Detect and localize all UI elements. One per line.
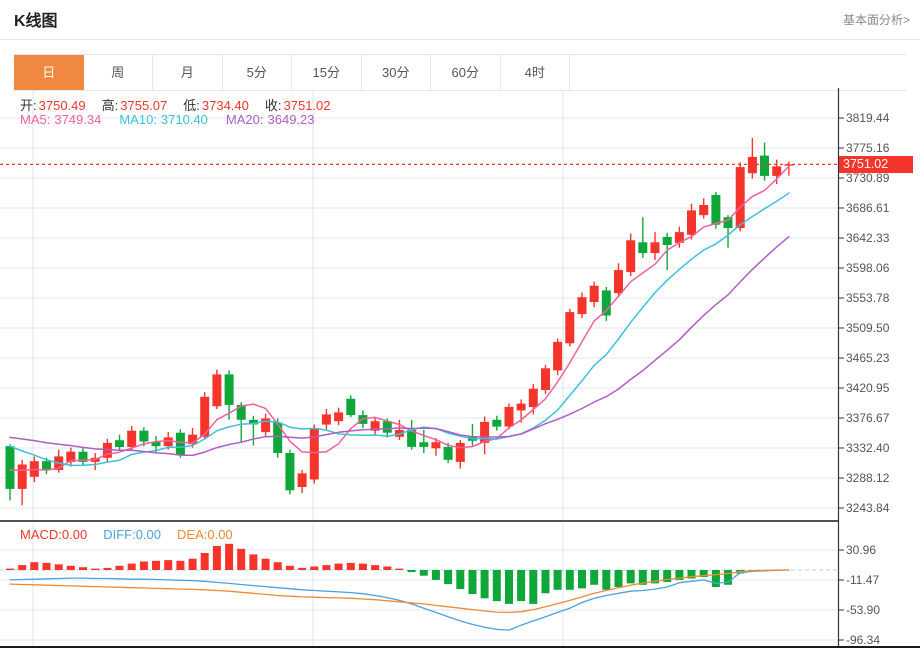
header-divider <box>0 39 920 40</box>
y-axis-label: 3553.78 <box>846 291 890 305</box>
fundamental-analysis-link[interactable]: 基本面分析> <box>842 13 910 27</box>
tab-周[interactable]: 周 <box>83 55 153 90</box>
ohlc-readout: 开: 3750.49 高: 3755.07 低: 3734.40 收: 3751.02 <box>20 95 331 114</box>
interval-tabs: 日周月 5分 15分 30分 60分 4时 <box>14 54 906 91</box>
y-axis-label: -11.47 <box>846 573 880 587</box>
y-axis-label: 3332.40 <box>846 441 890 455</box>
tab-15分[interactable]: 15分 <box>292 55 362 90</box>
tab-30分[interactable]: 30分 <box>361 55 431 90</box>
ma-readout: MA5: 3749.34 MA10: 3710.40 MA20: 3649.23 <box>20 112 315 127</box>
y-axis-label: 3465.23 <box>846 351 890 365</box>
y-axis-label: 3420.95 <box>846 381 890 395</box>
tab-月[interactable]: 月 <box>153 55 223 90</box>
macd-readout: MACD:0.00 DIFF:0.00 DEA:0.00 <box>20 527 233 542</box>
low-readout: 低: 3734.40 <box>183 98 249 113</box>
last-price-tag: 3751.02 <box>839 156 913 173</box>
y-axis-label: 3376.67 <box>846 411 890 425</box>
close-readout: 收: 3751.02 <box>264 98 331 113</box>
y-axis-label: 3243.84 <box>846 501 890 515</box>
y-axis-label: 3642.33 <box>846 231 890 245</box>
y-axis-label: 3509.50 <box>846 321 890 335</box>
high-readout: 高: 3755.07 <box>101 98 168 113</box>
y-axis-label: 30.96 <box>846 543 877 557</box>
y-axis-label: 3686.61 <box>846 201 890 215</box>
tab-日[interactable]: 日 <box>14 55 84 90</box>
diff-value-readout: DIFF:0.00 <box>103 527 162 542</box>
open-readout: 开: 3750.49 <box>20 98 86 113</box>
tab-5分[interactable]: 5分 <box>222 55 292 90</box>
page-title: K线图 <box>14 13 58 30</box>
macd-value-readout: MACD:0.00 <box>20 527 88 542</box>
y-axis-label: 3775.16 <box>846 141 890 155</box>
ma5-readout: MA5: 3749.34 <box>20 112 102 127</box>
y-axis-label: 3819.44 <box>846 111 890 125</box>
tab-60分[interactable]: 60分 <box>431 55 501 90</box>
tab-4时[interactable]: 4时 <box>500 55 570 90</box>
ma10-readout: MA10: 3710.40 <box>119 112 208 127</box>
dea-value-readout: DEA:0.00 <box>177 527 233 542</box>
y-axis-label: 3598.06 <box>846 261 890 275</box>
y-axis-label: -53.90 <box>846 603 881 617</box>
y-axis-label: 3730.89 <box>846 171 890 185</box>
y-axis-label: 3288.12 <box>846 471 890 485</box>
y-axis-label: -96.34 <box>846 633 881 647</box>
ma20-readout: MA20: 3649.23 <box>225 112 315 127</box>
